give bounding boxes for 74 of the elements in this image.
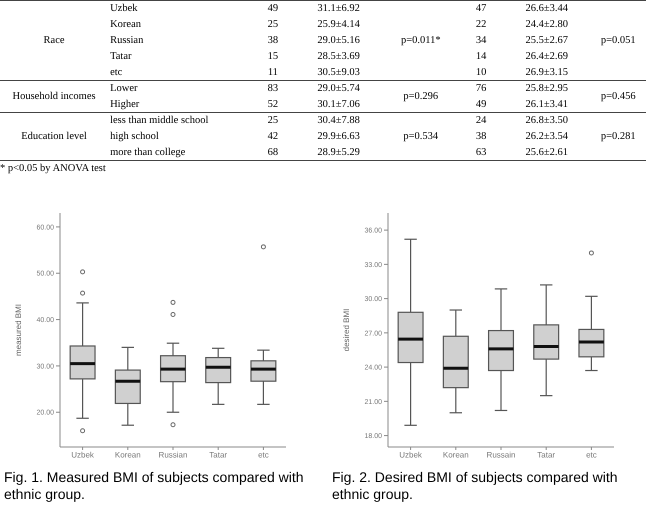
- text: Fig. 1. Measured BMI of subjects compared with ethnic group.: [3, 469, 305, 503]
- text: 10: [476, 66, 486, 78]
- text: high school: [110, 131, 159, 142]
- text: p=0.011*: [400, 35, 441, 46]
- text: 26.6±3.44: [526, 3, 568, 14]
- x-tick-label: Tatar: [209, 450, 228, 460]
- text: 42: [268, 131, 278, 142]
- text: * p<0.05 by ANOVA test: [0, 163, 107, 174]
- text: Lower: [110, 83, 138, 94]
- text: 24.4±2.80: [526, 19, 568, 30]
- text: 26.8±3.50: [526, 115, 568, 126]
- x-tick-label: Tatar: [537, 450, 556, 460]
- text: 38: [476, 131, 486, 142]
- x-tick-label: Russain: [486, 450, 516, 460]
- text: 28.5±3.69: [317, 51, 360, 62]
- y-axis-title: desired BMI: [342, 308, 351, 352]
- text: 63: [476, 146, 486, 158]
- x-tick-label: etc: [586, 450, 597, 460]
- x-tick-label: Russian: [158, 450, 188, 460]
- text: 29.9±6.63: [317, 131, 360, 142]
- text: p=0.456: [600, 91, 636, 102]
- x-tick-label: etc: [258, 450, 269, 460]
- text: 76: [476, 83, 486, 94]
- text: 34: [476, 35, 486, 46]
- text: Korean: [110, 19, 141, 30]
- text: 29.0±5.16: [317, 35, 360, 46]
- y-axis-title: measured BMI: [14, 304, 23, 356]
- x-tick-label: Korean: [442, 450, 469, 460]
- text: Household incomes: [12, 91, 96, 102]
- text: 25.9±4.14: [317, 19, 360, 30]
- text: 38: [268, 35, 278, 46]
- x-tick-label: Uzbek: [71, 450, 95, 460]
- text: 15: [268, 51, 278, 62]
- text: 25.6±2.61: [526, 146, 568, 158]
- text: 24: [476, 115, 486, 126]
- text: Uzbek: [110, 3, 138, 14]
- text: 26.4±2.69: [526, 51, 568, 62]
- text: 25: [268, 19, 278, 30]
- text: 26.2±3.54: [526, 131, 568, 142]
- text: more than college: [110, 146, 186, 158]
- text: 30.4±7.88: [317, 115, 360, 126]
- text: 31.1±6.92: [317, 3, 360, 14]
- text: 68: [268, 146, 278, 158]
- text: p=0.296: [403, 91, 438, 102]
- text: etc: [110, 66, 122, 78]
- text: 49: [268, 3, 278, 14]
- text: p=0.281: [600, 131, 636, 142]
- text: Tatar: [110, 51, 132, 62]
- text: 14: [476, 51, 486, 62]
- text: 28.9±5.29: [317, 146, 360, 158]
- text: 25.8±2.95: [526, 83, 568, 94]
- text: less than middle school: [110, 115, 208, 126]
- text: Higher: [110, 98, 140, 110]
- text: 25.5±2.67: [526, 35, 568, 46]
- text: 11: [268, 66, 278, 78]
- text: Fig. 2. Desired BMI of subjects compared with ethnic group.: [331, 469, 619, 503]
- text: p=0.051: [600, 35, 636, 46]
- text: 30.1±7.06: [317, 98, 360, 110]
- text: 26.9±3.15: [526, 66, 568, 78]
- text: Education level: [21, 131, 87, 142]
- text: 52: [268, 98, 278, 110]
- text: 30.5±9.03: [317, 66, 360, 78]
- text: 25: [268, 115, 278, 126]
- x-tick-label: Uzbek: [399, 450, 423, 460]
- text: 29.0±5.74: [317, 83, 360, 94]
- text: p=0.534: [403, 131, 438, 142]
- x-tick-label: Korean: [114, 450, 141, 460]
- text: 47: [476, 3, 486, 14]
- text: 26.1±3.41: [526, 98, 568, 110]
- text: Race: [44, 35, 65, 46]
- text: 83: [268, 83, 278, 94]
- text: 22: [476, 19, 486, 30]
- text: Russian: [110, 35, 144, 46]
- text: 49: [476, 98, 486, 110]
